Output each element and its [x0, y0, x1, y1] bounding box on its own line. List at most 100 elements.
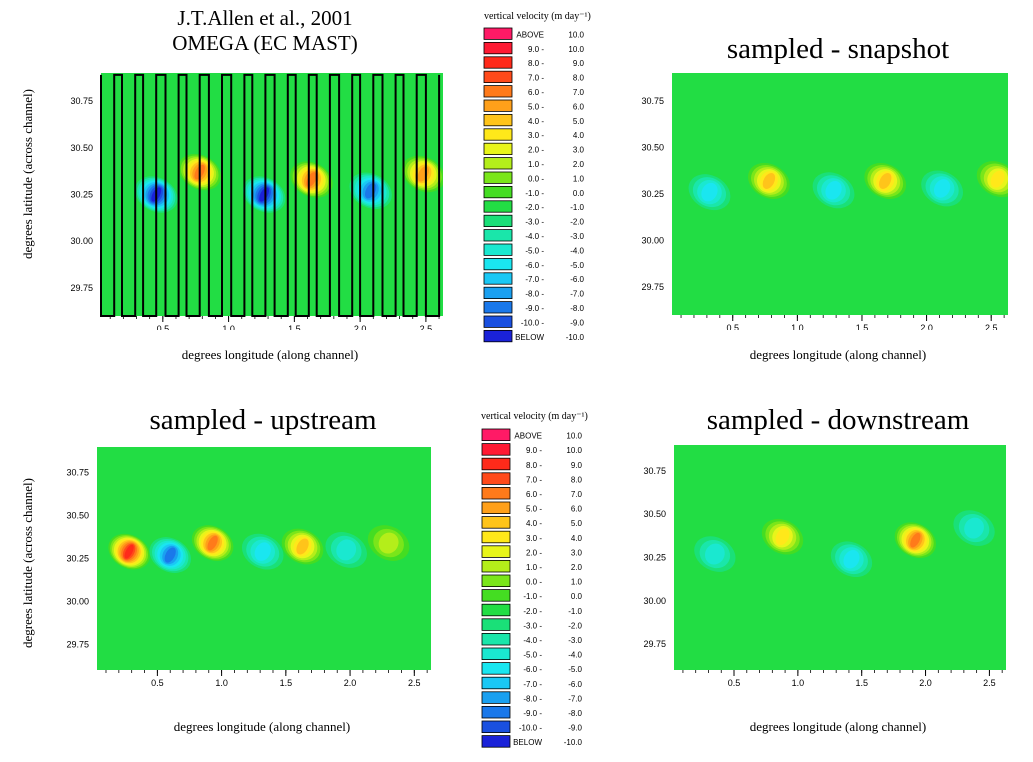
legend-range-lo: -6.0 - [523, 665, 542, 674]
legend-range-hi: 7.0 [571, 490, 583, 499]
contour-band [933, 179, 951, 198]
legend-range-lo: -5.0 - [525, 246, 544, 255]
contour-band [775, 528, 790, 546]
snapshot-title: sampled - snapshot [726, 33, 950, 65]
legend-range-hi: 2.0 [571, 563, 583, 572]
upstream-xlabel: degrees longitude (along channel) [173, 719, 351, 734]
legend-swatch [483, 114, 513, 127]
legend-range-hi: 4.0 [573, 131, 585, 140]
legend-range-lo: 3.0 - [528, 131, 544, 140]
legend-range-hi: 3.0 [571, 548, 583, 557]
legend-range-lo: 9.0 - [528, 45, 544, 54]
legend-swatch [481, 487, 511, 500]
contour-band [762, 172, 776, 189]
x-tick-label: 2.0 [920, 323, 933, 330]
field-feature [921, 170, 964, 207]
legend-swatch [481, 545, 511, 558]
y-tick-label: 29.75 [643, 639, 666, 649]
legend-swatch [483, 142, 513, 155]
field-feature [281, 528, 324, 565]
x-tick-label: 2.0 [344, 678, 357, 688]
legend-range-lo: 3.0 - [526, 534, 542, 543]
legend-range-lo: BELOW [515, 333, 544, 342]
legend-swatch [481, 589, 511, 602]
y-tick-label: 30.25 [70, 190, 93, 200]
legend-range-hi: 3.0 [573, 146, 585, 155]
legend-swatch [483, 315, 513, 328]
contour-band [704, 543, 725, 565]
field-feature [241, 533, 284, 570]
legend-swatch [483, 329, 513, 343]
contour-band [990, 170, 1005, 188]
legend-swatch [483, 301, 513, 314]
snapshot-xlabel: degrees longitude (along channel) [749, 347, 927, 362]
legend-range-hi: 5.0 [573, 117, 585, 126]
downstream-xlabel: degrees longitude (along channel) [749, 719, 927, 734]
legend-title-bottom: vertical velocity (m day⁻¹) [481, 411, 588, 422]
legend-swatch [481, 472, 511, 485]
legend-range-lo: ABOVE [516, 30, 544, 39]
legend-range-hi: 2.0 [573, 160, 585, 169]
y-tick-label: 30.50 [66, 511, 89, 521]
legend-title-top: vertical velocity (m day⁻¹) [484, 11, 591, 22]
contour-band [825, 180, 842, 200]
legend-swatch [483, 56, 513, 69]
legend-range-lo: -7.0 - [523, 680, 542, 689]
legend-range-hi: -3.0 [570, 232, 584, 241]
legend-swatch [481, 662, 511, 675]
legend-swatch [483, 257, 513, 271]
field-feature [108, 533, 150, 570]
legend-range-hi: -5.0 [570, 261, 584, 270]
x-tick-label: 1.0 [222, 324, 235, 330]
field-feature [149, 537, 192, 573]
field-feature [976, 161, 1008, 198]
legend-range-lo: 4.0 - [526, 519, 542, 528]
legend-range-hi: -5.0 [568, 665, 582, 674]
chart-panel-omega: 0.5 1.0 1.5 2.0 2.5 29.75 30.00 30.25 30.50 30.75 [70, 73, 443, 330]
legend-swatch [481, 705, 511, 719]
legend-top: ABOVE 10.09.0 -10.08.0 -9.07.0 -8.06.0 -7… [483, 27, 585, 343]
legend-swatch [483, 200, 513, 213]
legend-range-hi: -2.0 [568, 621, 582, 630]
legend-range-lo: 2.0 - [526, 548, 542, 557]
legend-swatch [481, 443, 511, 456]
y-tick-label: 30.00 [70, 236, 93, 246]
x-tick-label: 1.0 [791, 323, 804, 330]
x-tick-label: 2.5 [420, 324, 433, 330]
legend-range-lo: 5.0 - [526, 505, 542, 514]
legend-swatch [483, 128, 513, 141]
contour-band [124, 544, 134, 559]
legend-range-lo: -9.0 - [525, 304, 544, 313]
legend-range-hi: -9.0 [568, 724, 582, 733]
legend-range-hi: -8.0 [568, 709, 582, 718]
field-feature [191, 525, 234, 561]
legend-swatch [483, 99, 513, 112]
y-tick-label: 29.75 [641, 282, 664, 292]
legend-range-hi: 10.0 [568, 45, 584, 54]
legend-range-hi: -1.0 [568, 607, 582, 616]
contour-band [879, 172, 892, 189]
contour-band [964, 517, 984, 539]
y-tick-label: 30.00 [641, 236, 664, 246]
y-tick-label: 30.25 [641, 189, 664, 199]
legend-range-hi: 9.0 [573, 59, 585, 68]
legend-swatch [483, 157, 513, 170]
legend-range-lo: -8.0 - [523, 694, 542, 703]
x-tick-label: 0.5 [151, 678, 164, 688]
y-tick-label: 30.75 [70, 96, 93, 106]
legend-range-lo: 1.0 - [528, 160, 544, 169]
ship-track [100, 73, 441, 317]
legend-swatch [483, 41, 513, 55]
legend-range-lo: 8.0 - [526, 461, 542, 470]
legend-swatch [481, 530, 511, 544]
downstream-title: sampled - downstream [706, 404, 970, 436]
legend-swatch [483, 229, 513, 242]
contour-band [701, 182, 718, 202]
x-tick-label: 1.0 [792, 678, 805, 688]
legend-range-lo: 6.0 - [528, 88, 544, 97]
legend-range-hi: 0.0 [571, 592, 583, 601]
legend-range-lo: 8.0 - [528, 59, 544, 68]
x-tick-label: 1.5 [288, 324, 301, 330]
legend-range-hi: 8.0 [573, 74, 585, 83]
legend-range-hi: -10.0 [564, 738, 583, 747]
